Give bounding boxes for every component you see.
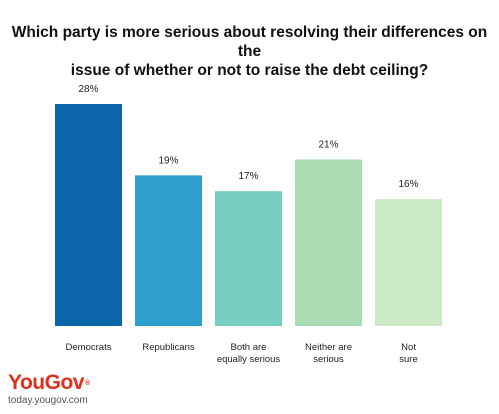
value-label-0: 28% xyxy=(78,84,98,95)
brand-block: YouGov® today.yougov.com xyxy=(8,372,90,407)
logo-mark: ® xyxy=(84,380,90,387)
value-label-2: 17% xyxy=(238,171,258,182)
brand-url[interactable]: today.yougov.com xyxy=(8,395,88,406)
category-label-0: Democrats xyxy=(66,342,112,353)
category-label-2: Both are equally serious xyxy=(217,342,281,365)
category-label-4: Not sure xyxy=(399,342,417,365)
chart-title: Which party is more serious about resolv… xyxy=(11,24,488,79)
yougov-logo: YouGov® xyxy=(8,372,90,394)
category-label-3: Neither are serious xyxy=(305,342,352,365)
bar-3 xyxy=(295,159,362,326)
logo-text: YouGov xyxy=(8,371,84,394)
value-label-1: 19% xyxy=(158,155,178,166)
bar-4 xyxy=(375,199,442,326)
category-label-1: Republicans xyxy=(142,342,195,353)
value-label-3: 21% xyxy=(318,140,338,151)
bar-0 xyxy=(55,104,122,326)
bar-1 xyxy=(135,175,202,326)
bar-2 xyxy=(215,191,282,326)
value-label-4: 16% xyxy=(398,179,418,190)
